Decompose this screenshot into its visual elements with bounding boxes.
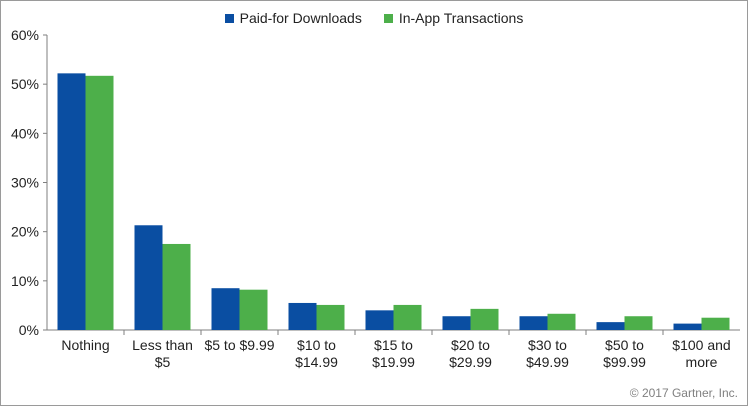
legend-swatch-in-app [383, 13, 393, 23]
x-tick-label: Less than $5 [132, 337, 193, 370]
y-tick-label: 60% [11, 27, 39, 43]
y-tick-label: 30% [11, 175, 39, 191]
x-tick-label-line: $15 to [374, 337, 413, 353]
x-tick-label-line: Less than [132, 337, 193, 353]
x-tick-label-line: $10 to [297, 337, 336, 353]
x-tick-label: $5 to $9.99 [204, 337, 274, 353]
bar-paid-downloads-0 [57, 73, 86, 330]
bar-in-app-7 [624, 316, 653, 330]
x-tick-label: $10 to $14.99 [295, 337, 338, 370]
x-tick-label: $15 to $19.99 [372, 337, 415, 370]
bar-in-app-2 [239, 289, 268, 330]
x-tick-label-line: $100 and [672, 337, 730, 353]
x-tick-label-line: $5 [155, 354, 171, 370]
x-tick-label-line: $14.99 [295, 354, 338, 370]
bar-paid-downloads-6 [519, 316, 548, 330]
legend-label-paid-downloads: Paid-for Downloads [239, 10, 362, 26]
x-tick-label-line: $29.99 [449, 354, 492, 370]
x-tick-label-line: $20 to [451, 337, 490, 353]
bar-in-app-0 [85, 75, 114, 330]
x-tick-label-line: more [686, 354, 718, 370]
bar-paid-downloads-1 [134, 225, 163, 330]
bar-in-app-5 [470, 308, 499, 330]
x-tick-label-line: $19.99 [372, 354, 415, 370]
legend-label-in-app: In-App Transactions [398, 10, 524, 26]
y-tick-label: 20% [11, 224, 39, 240]
x-tick-label: $100 and more [672, 337, 730, 370]
bar-paid-downloads-4 [365, 310, 394, 330]
x-tick-label-line: Nothing [61, 337, 109, 353]
x-tick-label: Nothing [61, 337, 109, 353]
bar-in-app-3 [316, 304, 345, 330]
bar-paid-downloads-7 [596, 322, 625, 330]
y-tick-label: 40% [11, 125, 39, 141]
y-tick-label: 50% [11, 76, 39, 92]
bar-paid-downloads-2 [211, 288, 240, 330]
x-tick-label: $30 to $49.99 [526, 337, 569, 370]
bar-in-app-8 [701, 317, 730, 330]
legend-swatch-paid-downloads [224, 13, 234, 23]
bar-paid-downloads-5 [442, 316, 471, 330]
x-tick-label: $50 to $99.99 [603, 337, 646, 370]
x-tick-label-line: $50 to [605, 337, 644, 353]
bar-paid-downloads-8 [673, 323, 702, 330]
bar-paid-downloads-3 [288, 302, 317, 330]
bar-in-app-6 [547, 313, 576, 330]
x-tick-label-line: $30 to [528, 337, 567, 353]
legend: Paid-for Downloads In-App Transactions [0, 10, 748, 26]
y-tick-label: 10% [11, 273, 39, 289]
legend-item-in-app: In-App Transactions [383, 10, 524, 26]
bar-in-app-1 [162, 243, 191, 330]
x-tick-label-line: $5 to $9.99 [204, 337, 274, 353]
x-tick-label: $20 to $29.99 [449, 337, 492, 370]
y-tick-label: 0% [19, 322, 39, 338]
copyright-text: © 2017 Gartner, Inc. [629, 386, 738, 400]
legend-item-paid-downloads: Paid-for Downloads [224, 10, 362, 26]
bar-in-app-4 [393, 304, 422, 330]
x-tick-label-line: $99.99 [603, 354, 646, 370]
x-tick-label-line: $49.99 [526, 354, 569, 370]
